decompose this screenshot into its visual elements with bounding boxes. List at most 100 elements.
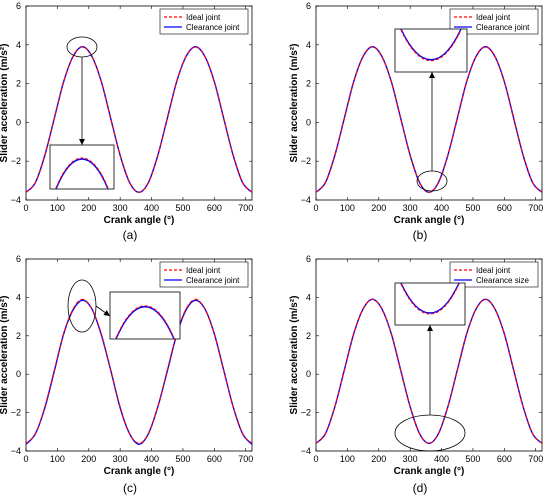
legend-entry: Clearance joint (476, 23, 530, 32)
zoom-inset-box (394, 28, 468, 73)
series-line-ideal (315, 46, 543, 193)
y-tick-label: −2 (301, 408, 311, 418)
y-axis-label: Slider acceleration (m/s²) (0, 296, 10, 415)
panel-label: (b) (413, 228, 428, 242)
x-axis-label: Crank angle (°) (394, 215, 465, 226)
x-tick-label: 100 (340, 203, 355, 213)
zoom-curve-ideal (400, 283, 460, 315)
zoom-curve-clearance (115, 306, 175, 340)
y-tick-label: 4 (306, 292, 311, 302)
y-tick-label: 0 (306, 117, 311, 127)
zoom-inset-box (109, 291, 181, 340)
zoom-inset-box (394, 282, 466, 326)
legend-entry: Ideal joint (186, 13, 221, 22)
y-tick-label: 4 (16, 292, 21, 302)
chart-panel-a: 0 100 200 300 400 500 600 700 −4 −2 0 2 4 6 Crank angl… (0, 1, 253, 242)
x-tick-label: 100 (340, 454, 355, 464)
panel-label: (c) (123, 481, 137, 495)
x-tick-label: 600 (497, 454, 512, 464)
x-tick-label: 200 (81, 454, 96, 464)
x-tick-label: 500 (175, 203, 190, 213)
y-tick-label: −2 (11, 408, 21, 418)
x-tick-label: 100 (50, 203, 65, 213)
zoom-arrowhead (429, 72, 435, 78)
series-line-ideal (315, 298, 543, 444)
legend-entry: Clearance size (476, 276, 529, 285)
chart-panel-d: 0 100 200 300 400 500 600 700 −4 −2 0 2 4 6 Crank angl… (289, 254, 543, 495)
x-tick-label: 200 (81, 203, 96, 213)
y-tick-label: 6 (306, 254, 311, 264)
zoom-arrowhead (103, 310, 110, 316)
x-tick-label: 300 (403, 454, 418, 464)
zoom-curve-ideal (55, 157, 109, 189)
y-tick-label: 2 (16, 79, 21, 89)
y-tick-label: 4 (306, 40, 311, 50)
x-tick-label: 300 (403, 203, 418, 213)
legend-entry: Clearance joint (186, 23, 240, 32)
x-tick-label: 300 (113, 203, 128, 213)
x-tick-label: 400 (434, 454, 449, 464)
y-tick-label: 6 (306, 1, 311, 11)
x-axis-label: Crank angle (°) (394, 466, 465, 477)
x-tick-label: 600 (207, 203, 222, 213)
y-tick-label: 6 (16, 254, 21, 264)
x-tick-label: 700 (528, 454, 543, 464)
x-tick-label: 500 (465, 454, 480, 464)
y-axis-label: Slider acceleration (m/s²) (289, 296, 300, 415)
x-tick-label: 0 (23, 203, 28, 213)
x-tick-label: 500 (175, 454, 190, 464)
x-tick-label: 200 (371, 454, 386, 464)
y-axis-label: Slider acceleration (m/s²) (0, 44, 10, 163)
y-tick-label: 2 (306, 79, 311, 89)
panel-label: (d) (413, 481, 428, 495)
y-tick-label: −4 (301, 195, 311, 205)
legend-entry: Ideal joint (476, 266, 511, 275)
x-tick-label: 0 (23, 454, 28, 464)
x-tick-label: 400 (144, 454, 159, 464)
y-tick-label: 4 (16, 40, 21, 50)
zoom-curve-clearance (400, 282, 460, 314)
zoom-arrowhead (79, 139, 85, 145)
y-tick-label: −2 (301, 156, 311, 166)
x-tick-label: 600 (497, 203, 512, 213)
zoom-arrowhead (427, 325, 433, 331)
zoom-curve-ideal (400, 29, 462, 62)
chart-panel-b: 0 100 200 300 400 500 600 700 −4 −2 0 2 4 6 Crank angl… (289, 1, 543, 242)
series-line-ideal (25, 298, 253, 444)
series-line-ideal (25, 46, 253, 193)
y-tick-label: 6 (16, 1, 21, 11)
x-tick-label: 300 (113, 454, 128, 464)
plot-area (25, 258, 253, 452)
legend-box (159, 261, 249, 288)
y-tick-label: −4 (11, 195, 21, 205)
x-tick-label: 400 (434, 203, 449, 213)
zoom-curve-ideal (115, 305, 175, 339)
y-tick-label: −4 (301, 446, 311, 456)
x-tick-label: 500 (465, 203, 480, 213)
legend-box (159, 8, 249, 35)
x-tick-label: 0 (313, 454, 318, 464)
y-tick-label: −4 (11, 446, 21, 456)
y-tick-label: 0 (16, 369, 21, 379)
legend-entry: Ideal joint (186, 266, 221, 275)
zoom-curve-clearance (400, 28, 462, 61)
x-tick-label: 200 (371, 203, 386, 213)
y-tick-label: 0 (306, 369, 311, 379)
legend-entry: Clearance joint (186, 276, 240, 285)
x-tick-label: 100 (50, 454, 65, 464)
x-tick-label: 700 (528, 203, 543, 213)
panel-label: (a) (123, 228, 138, 242)
x-tick-label: 700 (238, 454, 253, 464)
legend-entry: Ideal joint (476, 13, 511, 22)
x-tick-label: 600 (207, 454, 222, 464)
chart-panel-c: 0 100 200 300 400 500 600 700 −4 −2 0 2 4 6 Crank angl… (0, 254, 253, 495)
y-axis-label: Slider acceleration (m/s²) (289, 44, 300, 163)
x-axis-label: Crank angle (°) (104, 466, 175, 477)
x-axis-label: Crank angle (°) (104, 215, 175, 226)
x-tick-label: 0 (313, 203, 318, 213)
y-tick-label: 0 (16, 117, 21, 127)
y-tick-label: 2 (306, 331, 311, 341)
x-tick-label: 400 (144, 203, 159, 213)
y-tick-label: 2 (16, 331, 21, 341)
